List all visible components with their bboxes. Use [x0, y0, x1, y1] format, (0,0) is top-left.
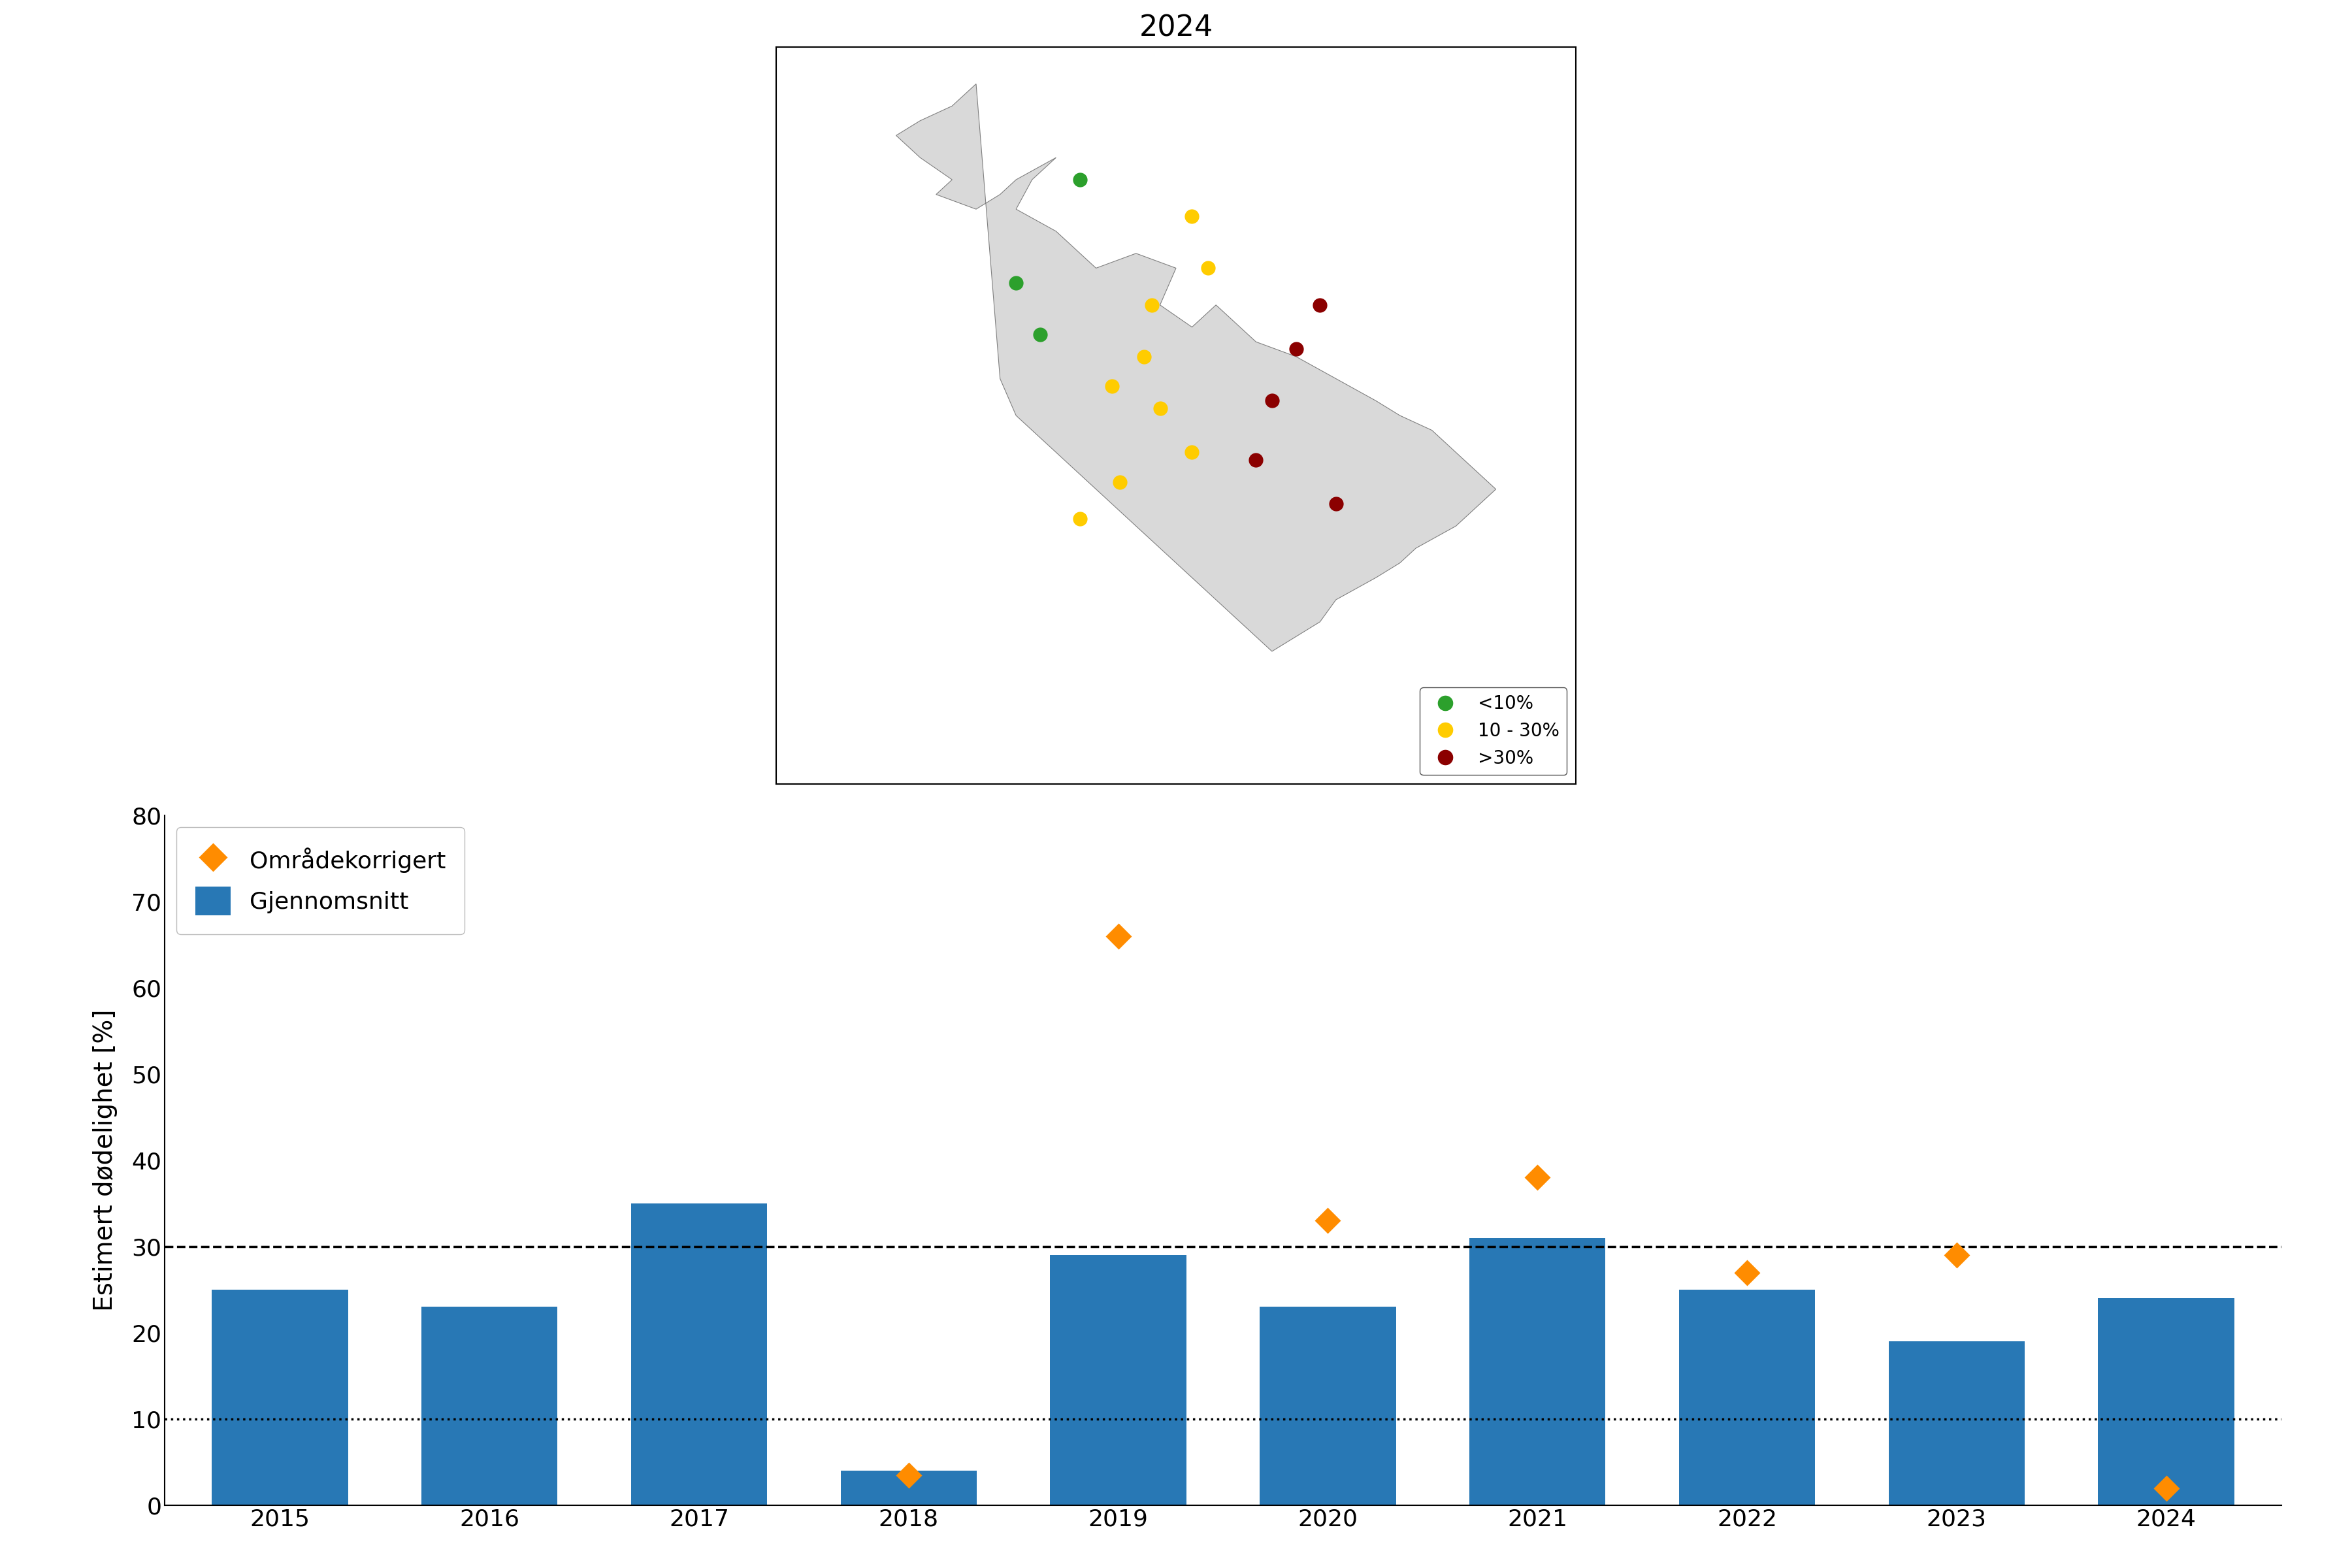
- Bar: [1889, 1341, 2025, 1505]
- Legend: Områdekorrigert, Gjennomsnitt: Områdekorrigert, Gjennomsnitt: [176, 828, 466, 935]
- Title: 2024: 2024: [1138, 14, 1214, 42]
- Bar: [212, 1289, 348, 1505]
- Bar: [1679, 1289, 1816, 1505]
- Polygon shape: [896, 83, 1496, 651]
- Bar: [630, 1204, 767, 1505]
- Bar: [421, 1308, 557, 1505]
- Bar: [1049, 1254, 1185, 1505]
- Bar: [840, 1471, 976, 1505]
- Bar: [2098, 1298, 2234, 1505]
- Legend: <10%, 10 - 30%, >30%: <10%, 10 - 30%, >30%: [1421, 687, 1566, 775]
- Bar: [1261, 1308, 1397, 1505]
- Bar: [1470, 1239, 1606, 1505]
- Y-axis label: Estimert dødelighet [%]: Estimert dødelighet [%]: [92, 1010, 118, 1311]
